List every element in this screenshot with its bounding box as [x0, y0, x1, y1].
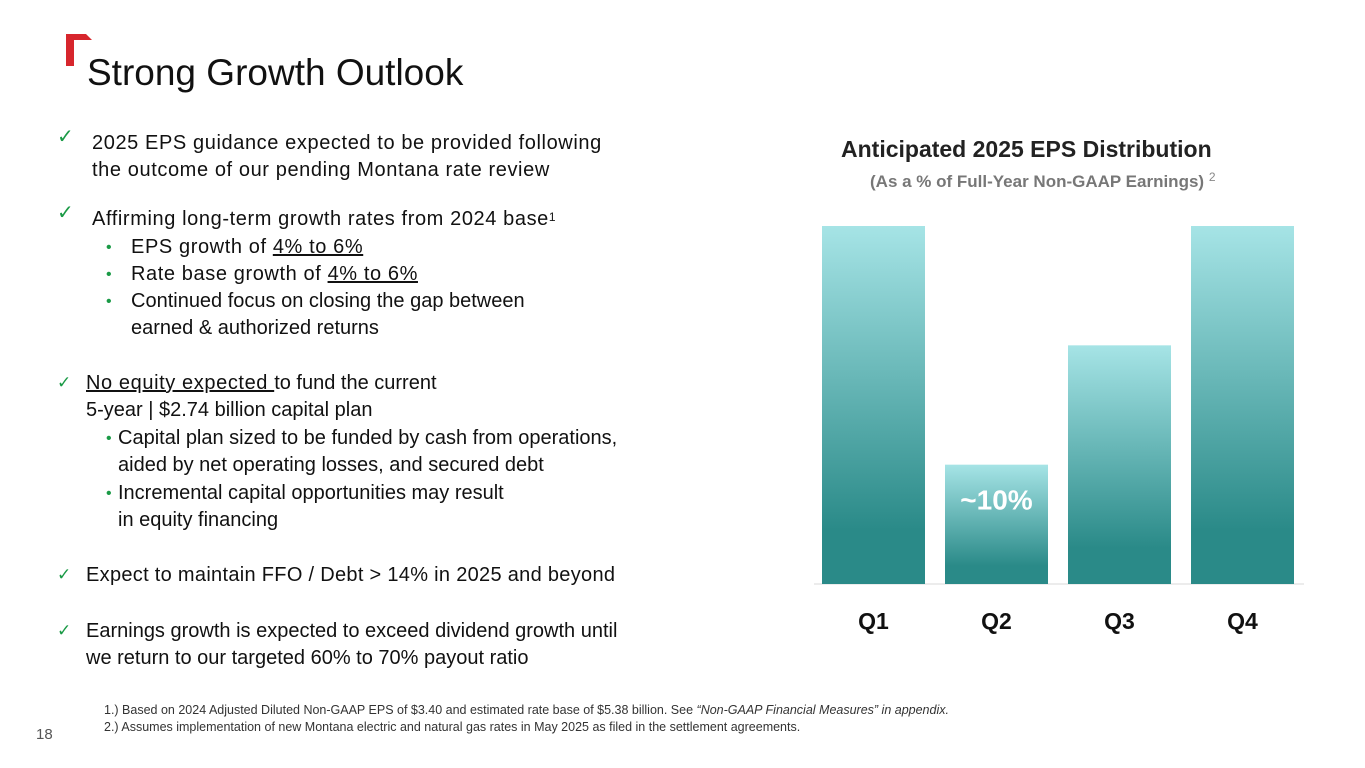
footnote-2: 2.) Assumes implementation of new Montan… [104, 720, 801, 734]
chart-title: Anticipated 2025 EPS Distribution [841, 136, 1212, 162]
bullet-2-sub-1: EPS growth of 4% to 6% [131, 236, 364, 258]
check-icon: ✓ [57, 126, 74, 148]
bullet-dot: • [106, 239, 112, 256]
data-label-q2: ~10% [960, 485, 1032, 516]
bar-q3 [1068, 345, 1171, 584]
bullet-3-sub-1-line-1: Capital plan sized to be funded by cash … [118, 427, 618, 449]
bullet-dot: • [106, 293, 112, 310]
bullet-1-line-2: the outcome of our pending Montana rate … [92, 159, 550, 181]
tick-label-q1: Q1 [858, 608, 889, 634]
bullet-2-sub-2: Rate base growth of 4% to 6% [131, 263, 418, 285]
bullet-3-line-2: 5-year | $2.74 billion capital plan [86, 399, 373, 421]
bar-q1 [822, 226, 925, 584]
company-logo-icon [66, 34, 98, 66]
bullet-3-sub-1-line-2: aided by net operating losses, and secur… [118, 454, 544, 476]
bullet-3-sub-2-line-1: Incremental capital opportunities may re… [118, 482, 504, 504]
page-title: Strong Growth Outlook [87, 52, 464, 93]
bullet-2-sub-3-line-2: earned & authorized returns [131, 317, 379, 339]
bullet-4-text: Expect to maintain FFO / Debt > 14% in 2… [86, 564, 616, 586]
bar-q4 [1191, 226, 1294, 584]
bullet-3-sub-2-line-2: in equity financing [118, 509, 279, 531]
check-icon: ✓ [57, 202, 74, 224]
page-number: 18 [36, 726, 53, 743]
bullet-dot: • [106, 485, 112, 502]
bullet-1-line-1: 2025 EPS guidance expected to be provide… [92, 132, 602, 154]
tick-label-q3: Q3 [1104, 608, 1135, 634]
bullet-dot: • [106, 430, 112, 447]
eps-distribution-chart: Q1 Q2 ~10% Q3 Q4 [814, 226, 1304, 634]
check-icon: ✓ [57, 621, 72, 640]
check-icon: ✓ [57, 565, 72, 584]
bar-q2 [945, 464, 1048, 584]
tick-label-q2: Q2 [981, 608, 1012, 634]
bullet-2-text: Affirming long-term growth rates from 20… [92, 208, 557, 230]
bullet-3-line-1: No equity expected to fund the current [86, 372, 437, 394]
chart-subtitle: (As a % of Full-Year Non-GAAP Earnings) … [870, 170, 1216, 191]
bullet-5-line-1: Earnings growth is expected to exceed di… [86, 620, 618, 642]
bullet-2-sub-3-line-1: Continued focus on closing the gap betwe… [131, 290, 525, 312]
check-icon: ✓ [57, 373, 72, 392]
bullet-5-line-2: we return to our targeted 60% to 70% pay… [86, 647, 529, 669]
bullet-dot: • [106, 266, 112, 283]
footnote-1: 1.) Based on 2024 Adjusted Diluted Non-G… [104, 703, 949, 717]
tick-label-q4: Q4 [1227, 608, 1258, 634]
